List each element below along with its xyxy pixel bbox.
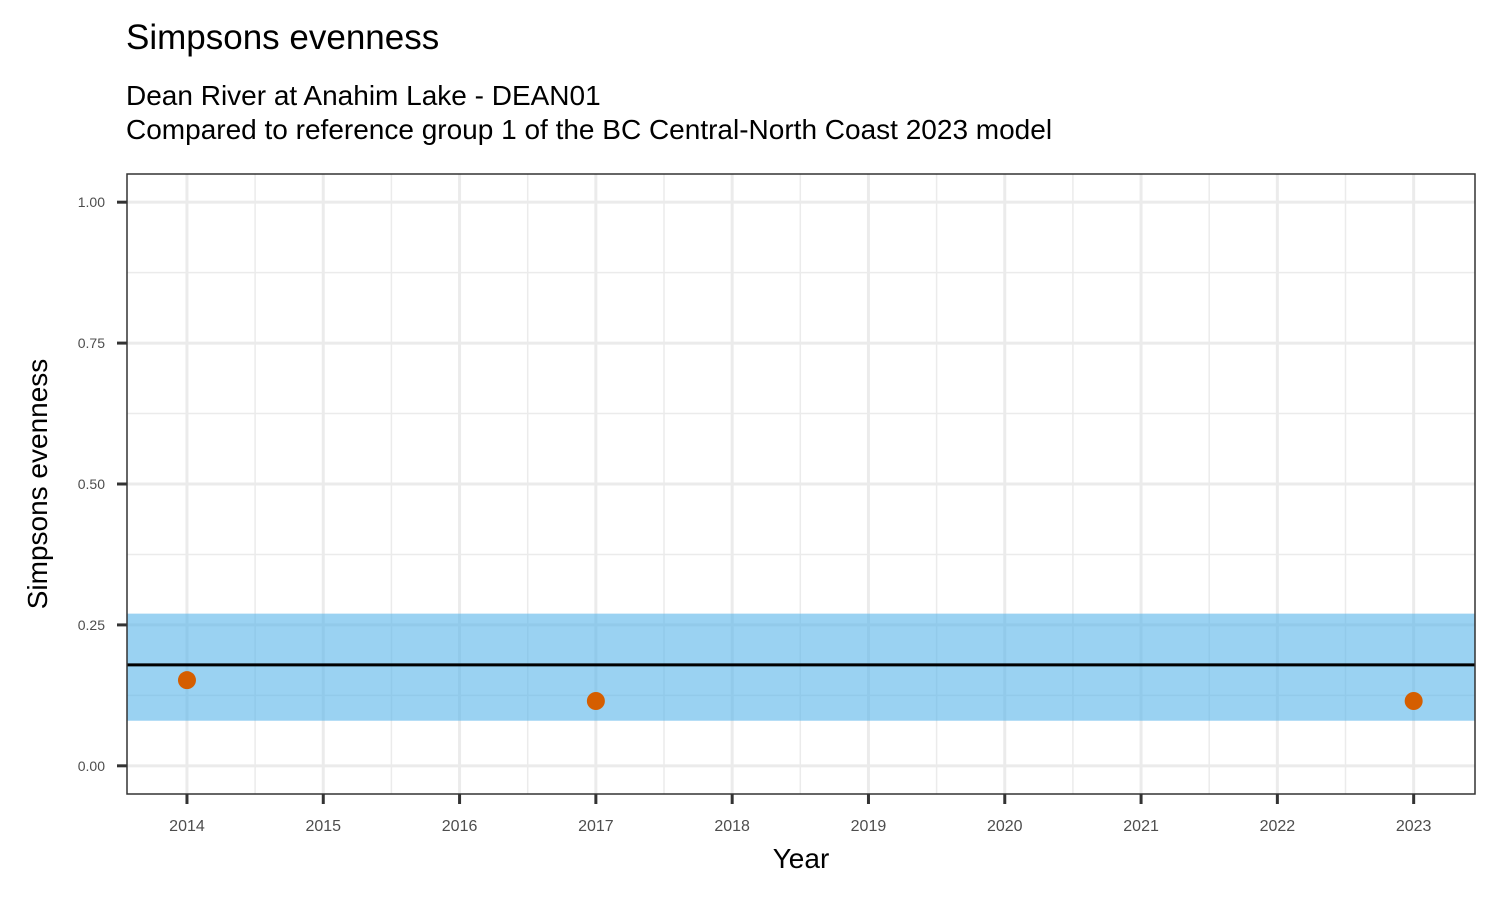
reference-band (127, 613, 1475, 721)
data-point (177, 671, 196, 690)
x-tick-label: 2016 (442, 818, 478, 835)
y-tick-label: 0.75 (78, 335, 105, 351)
x-tick-label: 2022 (1260, 818, 1296, 835)
x-tick-label: 2015 (305, 818, 341, 835)
chart-subtitle-site: Dean River at Anahim Lake - DEAN01 (126, 80, 601, 111)
y-tick-label: 1.00 (78, 194, 105, 210)
y-axis-label: Simpsons evenness (22, 359, 53, 610)
axes: 0.00 0.25 0.50 0.75 1.00 2014 2015 2016 2017 2018… (78, 194, 1432, 835)
x-tick-label: 2018 (714, 818, 750, 835)
x-tick-label: 2017 (578, 818, 614, 835)
x-tick-label: 2020 (987, 818, 1023, 835)
x-tick-label: 2023 (1396, 818, 1432, 835)
y-tick-label: 0.50 (78, 476, 105, 492)
x-axis-label: Year (773, 843, 830, 874)
y-tick-label: 0.00 (78, 758, 105, 774)
chart-subtitle-reference: Compared to reference group 1 of the BC … (126, 114, 1053, 145)
x-tick-label: 2021 (1123, 818, 1159, 835)
data-point (1404, 692, 1423, 710)
x-tick-label: 2019 (851, 818, 887, 835)
data-points (177, 671, 1423, 710)
y-tick-label: 0.25 (78, 617, 105, 633)
chart-title: Simpsons evenness (126, 18, 440, 57)
data-point (586, 692, 605, 710)
x-tick-label: 2014 (169, 818, 205, 835)
